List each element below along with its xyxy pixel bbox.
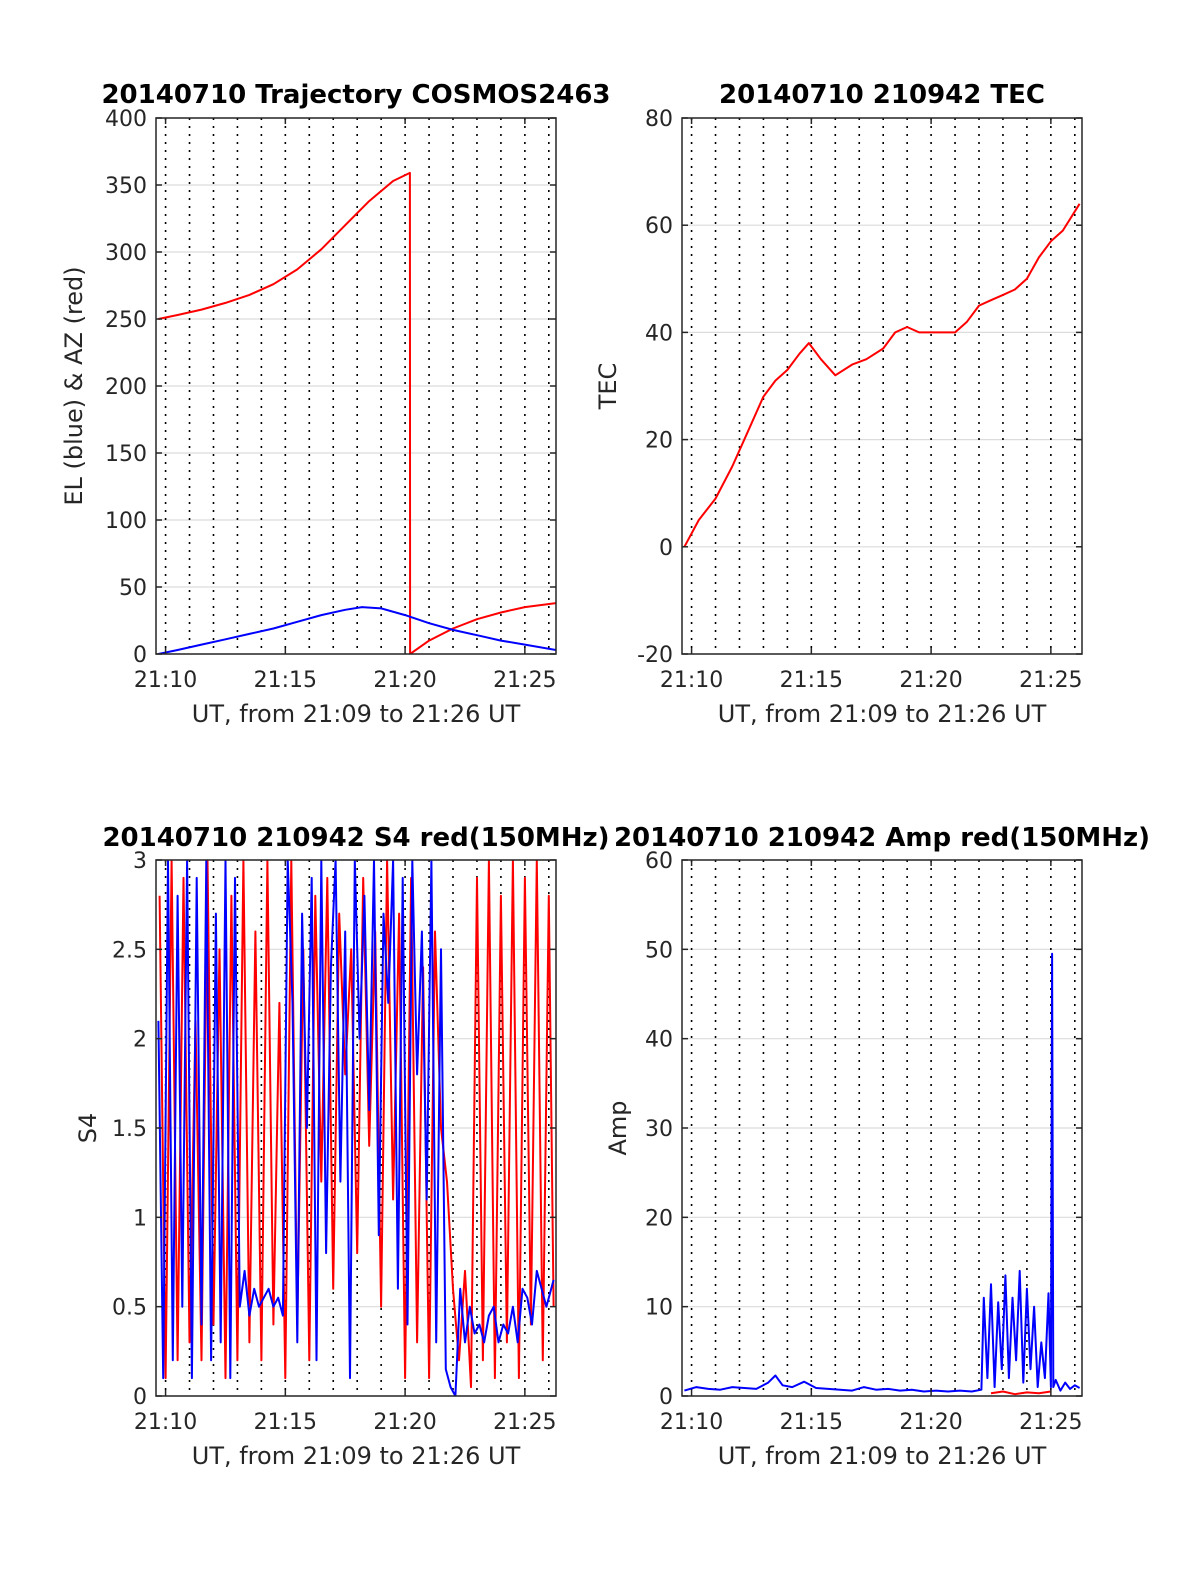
chart-title: 20140710 210942 Amp red(150MHz)	[614, 823, 1150, 853]
y-axis-label: S4	[74, 1113, 102, 1144]
x-tick-label: 21:20	[373, 668, 436, 693]
x-tick-label: 21:25	[493, 1410, 556, 1435]
series-line-2	[157, 860, 555, 1396]
y-tick-label: 0	[659, 1385, 673, 1410]
y-tick-label: 350	[105, 174, 147, 199]
x-axis-label: UT, from 21:09 to 21:26 UT	[192, 700, 521, 728]
y-tick-label: 0.5	[112, 1296, 147, 1321]
y-tick-label: 50	[119, 576, 147, 601]
chart-title: 20140710 210942 TEC	[719, 80, 1045, 110]
series-line-1	[683, 203, 1081, 548]
x-tick-label: 21:15	[780, 1410, 843, 1435]
y-tick-label: 60	[645, 849, 673, 874]
chart-panel-1: 0 50 100 150 200 250 300 350 400 21:10 21:15 21:20 2…	[60, 80, 611, 728]
chart-panel-4: 0 10 20 30 40 50 60 21:10 21:15 21:20 21:25 2014071…	[604, 823, 1150, 1470]
x-tick-label: 21:20	[373, 1410, 436, 1435]
y-tick-label: 20	[645, 429, 673, 454]
y-tick-label: 1.5	[112, 1117, 147, 1142]
y-tick-label: -20	[637, 643, 673, 668]
y-axis-label: TEC	[594, 363, 622, 411]
x-tick-label: 21:10	[134, 668, 197, 693]
y-tick-label: 0	[659, 536, 673, 561]
series-line-1	[990, 1390, 1052, 1396]
y-tick-label: 250	[105, 308, 147, 333]
chart-title: 20140710 210942 S4 red(150MHz)	[102, 823, 609, 853]
x-tick-label: 21:20	[899, 668, 962, 693]
x-tick-label: 21:25	[1019, 668, 1082, 693]
x-axis-label: UT, from 21:09 to 21:26 UT	[718, 1442, 1047, 1470]
x-tick-label: 21:10	[660, 1410, 723, 1435]
y-tick-label: 80	[645, 107, 673, 132]
x-tick-label: 21:15	[254, 668, 317, 693]
y-tick-label: 30	[645, 1117, 673, 1142]
x-tick-label: 21:20	[899, 1410, 962, 1435]
y-axis-label: EL (blue) & AZ (red)	[60, 266, 88, 505]
y-tick-label: 10	[645, 1296, 673, 1321]
y-tick-label: 2.5	[112, 938, 147, 963]
series-group	[158, 171, 556, 654]
y-tick-label: 3	[133, 849, 147, 874]
y-tick-label: 50	[645, 938, 673, 963]
x-axis-label: UT, from 21:09 to 21:26 UT	[718, 700, 1047, 728]
x-tick-label: 21:25	[493, 668, 556, 693]
chart-title: 20140710 Trajectory COSMOS2463	[101, 80, 610, 110]
axes-frame	[681, 117, 1083, 655]
series-line-2	[158, 606, 556, 654]
y-tick-label: 0	[133, 1385, 147, 1410]
x-tick-label: 21:15	[780, 668, 843, 693]
y-tick-label: 300	[105, 241, 147, 266]
x-tick-label: 21:25	[1019, 1410, 1082, 1435]
x-tick-label: 21:15	[254, 1410, 317, 1435]
x-tick-label: 21:10	[660, 668, 723, 693]
y-tick-label: 0	[133, 643, 147, 668]
series-line-2	[684, 952, 1081, 1393]
y-tick-label: 40	[645, 321, 673, 346]
y-tick-label: 100	[105, 509, 147, 534]
y-tick-label: 150	[105, 442, 147, 467]
series-group	[683, 203, 1081, 548]
series-line-1	[158, 171, 556, 654]
x-axis-label: UT, from 21:09 to 21:26 UT	[192, 1442, 521, 1470]
y-tick-label: 400	[105, 107, 147, 132]
y-tick-label: 40	[645, 1028, 673, 1053]
series-group	[684, 952, 1081, 1396]
y-tick-label: 2	[133, 1028, 147, 1053]
y-tick-label: 200	[105, 375, 147, 400]
series-line-1	[158, 860, 555, 1389]
series-group	[157, 860, 555, 1396]
y-tick-label: 60	[645, 214, 673, 239]
chart-panel-3: 0 0.5 1 1.5 2 2.5 3 21:10 21:15 21:20 21:25 2014071…	[74, 823, 610, 1470]
x-tick-label: 21:10	[134, 1410, 197, 1435]
chart-panel-2: -20 0 20 40 60 80 21:10 21:15 21:20 21:25 20140710…	[594, 80, 1083, 728]
y-axis-label: Amp	[604, 1100, 632, 1155]
y-tick-label: 20	[645, 1206, 673, 1231]
y-tick-label: 1	[133, 1206, 147, 1231]
